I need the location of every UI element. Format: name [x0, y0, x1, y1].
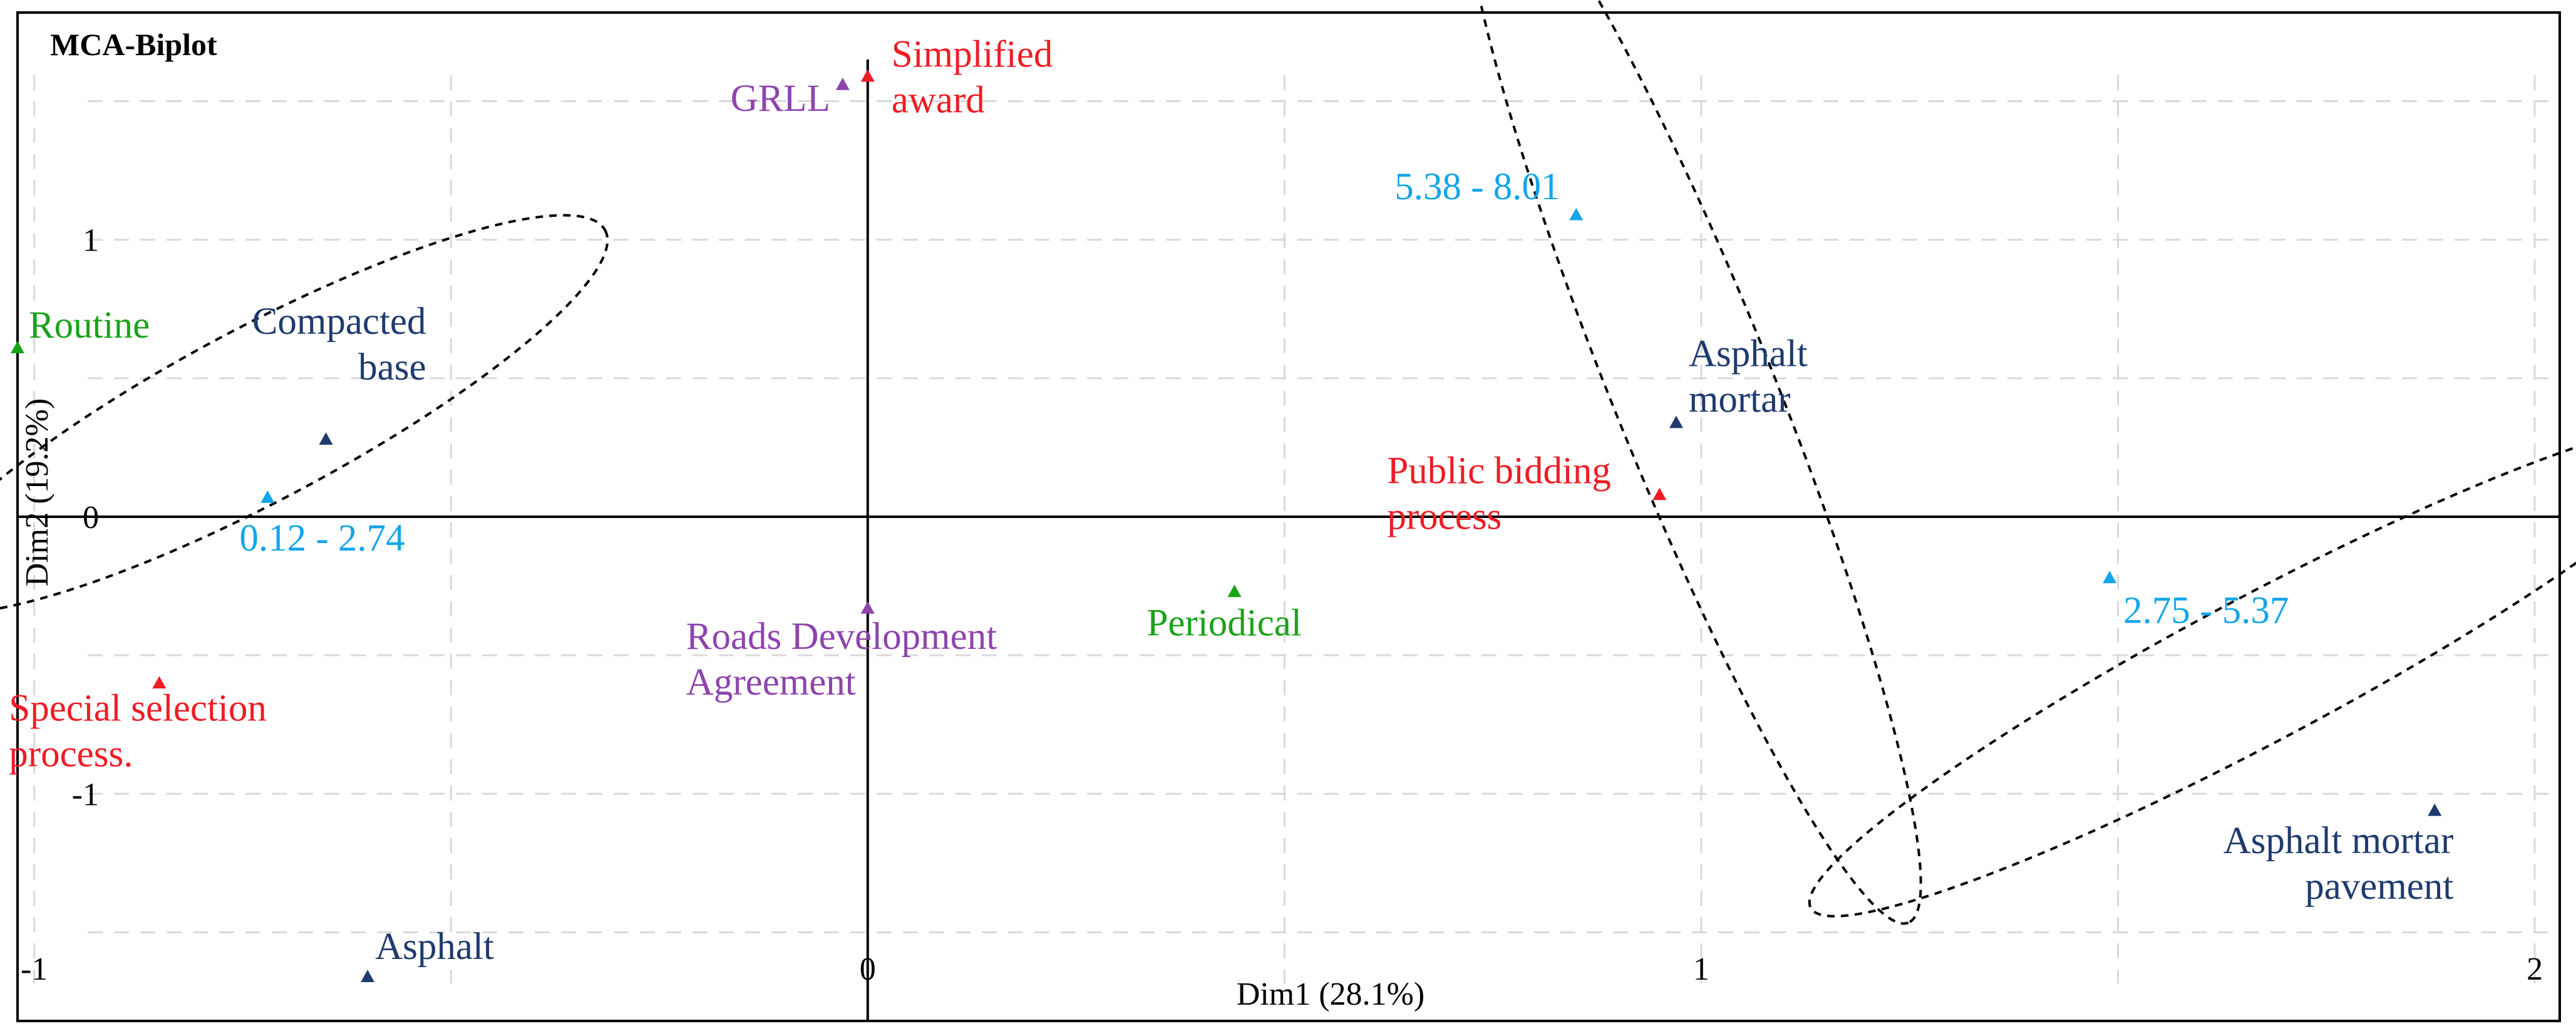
tick-labels: -1 0 1 2 -1 0 1	[21, 223, 2543, 987]
point-marker	[860, 601, 875, 614]
point-label: Roads Development Agreement	[686, 616, 997, 703]
point-marker	[2428, 803, 2442, 816]
point-marker	[860, 69, 875, 82]
point-marker	[835, 78, 850, 90]
point-label: Public bidding process	[1387, 450, 1611, 538]
y-axis-label: Dim2 (19.2%)	[19, 398, 55, 586]
y-tick-label: 1	[83, 223, 99, 259]
x-tick-label: 2	[2527, 951, 2543, 987]
point-label: 2.75 - 5.37	[2123, 589, 2289, 631]
ellipse-cluster-mid	[1808, 420, 2576, 918]
ellipse-cluster-high	[1463, 0, 1922, 925]
point-marker	[2103, 571, 2117, 584]
x-axis-label: Dim1 (28.1%)	[1237, 976, 1425, 1012]
point-label: 5.38 - 8.01	[1394, 166, 1560, 208]
point-marker	[1669, 415, 1683, 428]
point-marker	[152, 676, 167, 689]
point-marker	[11, 341, 24, 353]
x-tick-label: 1	[1693, 951, 1709, 987]
zero-axes	[18, 60, 2560, 1021]
point-marker	[1227, 584, 1242, 598]
point-label: Special selection process.	[9, 687, 267, 775]
point-label: Asphalt mortar	[1689, 333, 1808, 421]
y-tick-label: -1	[72, 777, 99, 812]
point-label: Compacted base	[252, 301, 426, 388]
point-label: Asphalt mortar pavement	[2223, 820, 2454, 908]
point-marker	[260, 490, 275, 503]
data-points	[11, 69, 2442, 983]
point-label: Simplified award	[892, 34, 1053, 122]
point-label: Routine	[29, 304, 150, 346]
point-labels: Routine Compacted base 0.12 - 2.74 Special s…	[9, 34, 2453, 968]
ellipse-cluster-low	[0, 214, 609, 615]
x-tick-label: 0	[860, 951, 876, 987]
point-label: 0.12 - 2.74	[239, 517, 404, 559]
confidence-ellipses	[0, 0, 2576, 925]
point-marker	[319, 432, 333, 445]
point-marker	[1569, 207, 1584, 220]
point-label: Asphalt	[375, 926, 494, 968]
y-tick-label: 0	[83, 500, 99, 536]
grid-lines	[33, 75, 2560, 983]
chart-title: MCA-Biplot	[50, 27, 217, 62]
point-label: GRLL	[731, 78, 830, 120]
point-marker	[361, 970, 375, 983]
point-marker	[1652, 487, 1667, 500]
point-label: Periodical	[1146, 602, 1301, 644]
x-tick-label: -1	[21, 951, 48, 987]
